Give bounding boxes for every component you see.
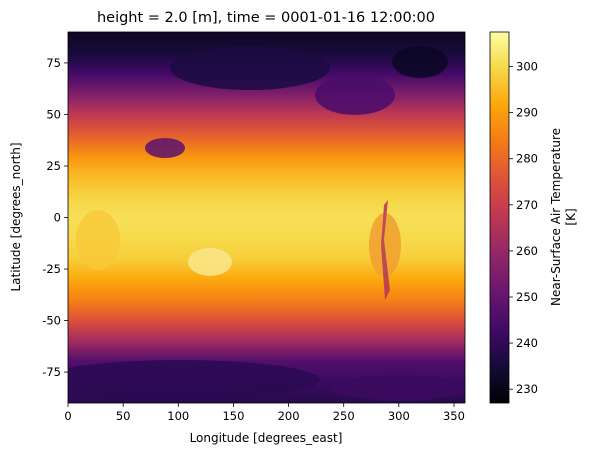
chart-title: height = 2.0 [m], time = 0001-01-16 12:0…: [97, 10, 435, 26]
y-axis: -75 -50 -25 0 25 50 75: [42, 56, 68, 379]
colorbar: [489, 31, 510, 404]
colorbar-tick-label: 250: [516, 290, 538, 304]
x-tick-label: 50: [116, 409, 131, 423]
x-tick-label: 250: [333, 409, 355, 423]
heatmap: [68, 32, 465, 403]
heatmap-background: [68, 32, 465, 403]
land-overlays: [68, 46, 465, 401]
australia-warm-region: [188, 248, 232, 276]
x-tick-label: 350: [443, 409, 465, 423]
y-tick-label: 75: [46, 56, 61, 70]
colorbar-tick-label: 240: [516, 336, 538, 350]
y-tick-label: -75: [42, 365, 61, 379]
colorbar-axis: 230 240 250 260 270 280 290 300: [509, 60, 538, 396]
antarctic-cold-region: [68, 360, 320, 400]
y-tick-label: 50: [46, 107, 61, 121]
y-tick-label: -25: [42, 262, 61, 276]
colorbar-tick-label: 260: [516, 244, 538, 258]
x-tick-label: 0: [64, 409, 71, 423]
colorbar-tick-label: 270: [516, 198, 538, 212]
x-tick-label: 100: [167, 409, 189, 423]
x-tick-label: 300: [388, 409, 410, 423]
africa-warm-region: [76, 210, 120, 270]
colorbar-tick-label: 290: [516, 106, 538, 120]
canada-cold-region: [315, 75, 395, 115]
y-tick-label: -50: [42, 314, 61, 328]
andes-cold-strip: [381, 200, 390, 300]
colorbar-tick-label: 280: [516, 152, 538, 166]
siberia-cold-region: [170, 46, 330, 90]
x-tick-label: 150: [222, 409, 244, 423]
x-axis-label: Longitude [degrees_east]: [190, 431, 343, 445]
colorbar-label-line1: Near-Surface Air Temperature: [549, 128, 563, 306]
greenland-cold-region: [392, 46, 448, 78]
x-tick-label: 200: [278, 409, 300, 423]
y-tick-label: 0: [54, 211, 61, 225]
colorbar-label-line2: [K]: [564, 208, 578, 225]
y-tick-label: 25: [46, 159, 61, 173]
x-axis: 0 50 100 150 200 250 300 350: [64, 403, 465, 423]
south-america-warm-region: [369, 213, 401, 277]
tibet-cold-region: [145, 138, 185, 158]
colorbar-tick-label: 230: [516, 382, 538, 396]
antarctic-cold-region-east: [330, 375, 465, 401]
y-axis-label: Latitude [degrees_north]: [9, 142, 23, 291]
colorbar-tick-label: 300: [516, 60, 538, 74]
